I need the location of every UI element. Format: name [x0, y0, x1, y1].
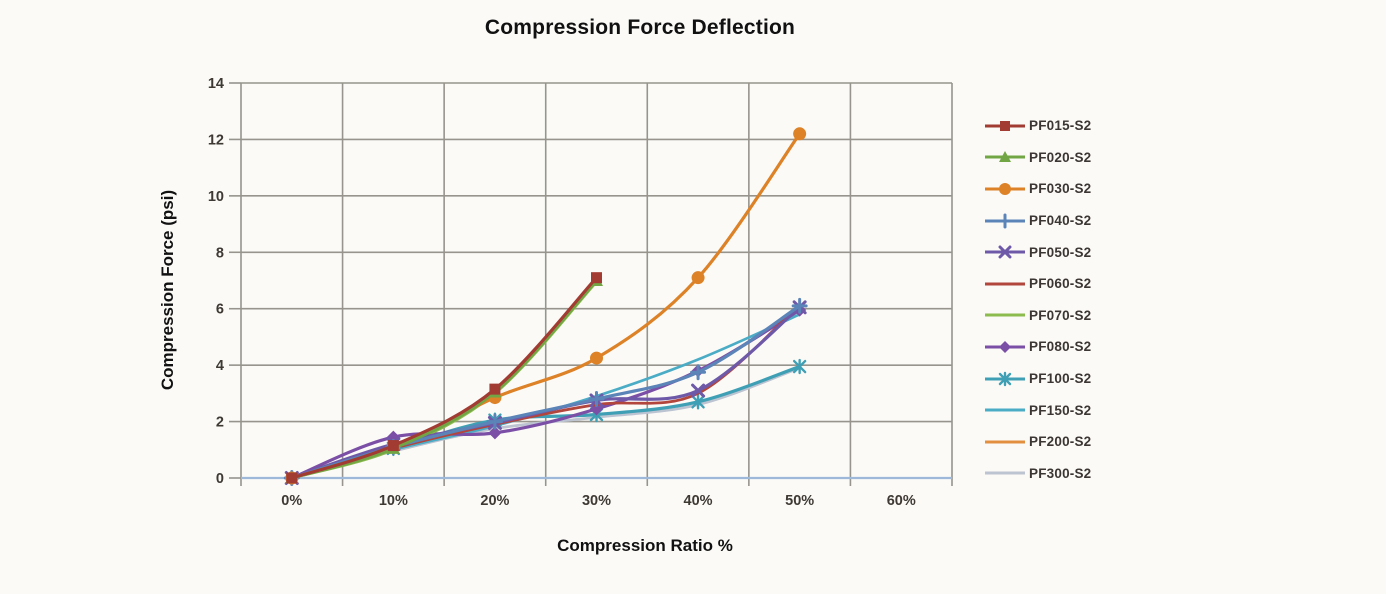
- series-marker-plus: [588, 391, 605, 407]
- series-marker-asterisk: [792, 358, 807, 375]
- x-tick-label: 50%: [785, 493, 814, 509]
- legend-item-PF060-S2: PF060-S2: [984, 268, 1091, 300]
- legend-label: PF080-S2: [1029, 339, 1092, 355]
- series-marker-plus: [791, 297, 808, 314]
- legend-item-PF300-S2: PF300-S2: [984, 458, 1091, 490]
- legend-swatch: [985, 371, 1025, 386]
- legend-label: PF070-S2: [1029, 307, 1092, 323]
- series-marker-diamond: [488, 426, 502, 440]
- legend-label: PF100-S2: [1029, 371, 1092, 387]
- series-marker-square: [387, 440, 399, 452]
- series-marker-x: [691, 383, 706, 398]
- x-tick-label: 60%: [887, 493, 916, 509]
- series-marker-square: [489, 383, 501, 395]
- series-marker-plus: [690, 364, 707, 381]
- legend-label: PF060-S2: [1029, 276, 1092, 292]
- series-marker-circle: [793, 127, 807, 141]
- legend-label: PF300-S2: [1029, 465, 1092, 481]
- legend-item-PF030-S2: PF030-S2: [984, 173, 1091, 205]
- legend-swatch: [985, 282, 1025, 286]
- series-marker-asterisk: [691, 394, 705, 410]
- legend-swatch: [985, 182, 1025, 195]
- legend-swatch: [985, 120, 1025, 131]
- x-tick-label: 20%: [480, 493, 509, 509]
- legend-swatch: [985, 245, 1025, 259]
- legend-label: PF040-S2: [1029, 213, 1092, 229]
- y-tick-label: 14: [208, 76, 224, 92]
- y-tick-label: 10: [208, 189, 224, 205]
- legend-swatch: [985, 440, 1025, 444]
- legend-item-PF200-S2: PF200-S2: [984, 426, 1091, 458]
- legend-item-PF020-S2: PF020-S2: [984, 142, 1091, 174]
- legend-label: PF015-S2: [1029, 118, 1092, 134]
- legend-label: PF200-S2: [1029, 434, 1092, 450]
- series-marker-square: [1000, 120, 1010, 131]
- y-tick-label: 0: [216, 471, 224, 487]
- legend-item-PF070-S2: PF070-S2: [984, 300, 1091, 332]
- y-tick-label: 6: [216, 302, 224, 318]
- series-marker-plus: [997, 213, 1013, 229]
- series-marker-square: [591, 272, 602, 284]
- legend-item-PF150-S2: PF150-S2: [984, 394, 1091, 426]
- series-marker-diamond: [999, 340, 1011, 353]
- series-marker-x: [998, 245, 1012, 259]
- series-marker-asterisk: [998, 371, 1012, 386]
- series-line-PF015-S2: [290, 276, 599, 480]
- x-axis-title: Compression Ratio %: [557, 536, 733, 555]
- x-tick-label: 0%: [281, 493, 302, 509]
- y-tick-label: 4: [216, 358, 224, 374]
- legend-swatch: [985, 340, 1025, 353]
- legend-swatch: [985, 151, 1025, 163]
- series-marker-square: [286, 472, 298, 484]
- legend-swatch: [985, 408, 1025, 412]
- legend-item-PF040-S2: PF040-S2: [984, 205, 1091, 237]
- legend-label: PF020-S2: [1029, 149, 1092, 165]
- legend-item-PF080-S2: PF080-S2: [984, 331, 1091, 363]
- series-marker-circle: [590, 351, 603, 365]
- legend-swatch: [985, 471, 1025, 475]
- legend-item-PF100-S2: PF100-S2: [984, 363, 1091, 395]
- legend-swatch: [985, 313, 1025, 317]
- legend-item-PF015-S2: PF015-S2: [984, 110, 1091, 142]
- y-tick-label: 2: [216, 415, 224, 431]
- series-marker-plus: [486, 413, 503, 430]
- series-marker-circle: [999, 182, 1011, 195]
- y-tick-label: 12: [208, 132, 224, 148]
- legend: PF015-S2 PF020-S2 PF030-S2 PF040-S2 PF050-S2…: [984, 110, 1091, 489]
- legend-label: PF150-S2: [1029, 402, 1092, 418]
- x-tick-label: 40%: [684, 493, 713, 509]
- legend-item-PF050-S2: PF050-S2: [984, 236, 1091, 268]
- x-tick-label: 30%: [582, 493, 611, 509]
- legend-label: PF050-S2: [1029, 244, 1092, 260]
- legend-swatch: [985, 213, 1025, 229]
- legend-label: PF030-S2: [1029, 181, 1092, 197]
- x-tick-label: 10%: [379, 493, 408, 509]
- series-marker-circle: [691, 271, 705, 285]
- chart-title: Compression Force Deflection: [484, 16, 796, 39]
- y-tick-label: 8: [216, 245, 224, 261]
- series-marker-triangle: [999, 151, 1011, 163]
